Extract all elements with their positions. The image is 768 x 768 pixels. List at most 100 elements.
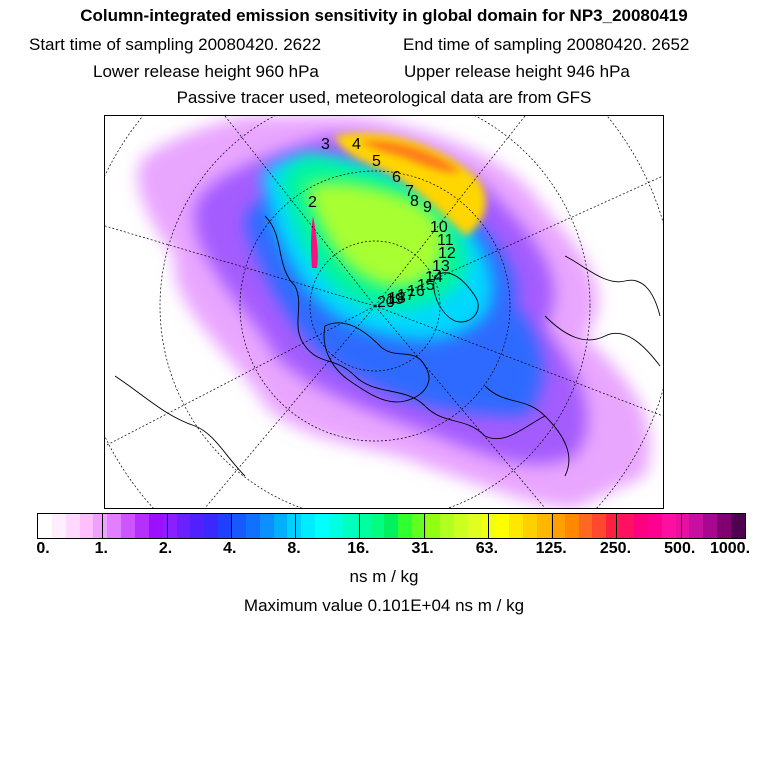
lower-height-label: Lower release height 960 hPa	[93, 62, 319, 81]
colorbar-segment	[453, 514, 468, 538]
traj-label-14: 14	[425, 269, 443, 286]
traj-label-15: 15	[417, 277, 435, 294]
colorbar-segment	[439, 514, 454, 538]
colorbar-segment	[495, 514, 510, 538]
upper-height-label: Upper release height 946 hPa	[404, 62, 630, 81]
colorbar-segment	[467, 514, 482, 538]
colorbar-segment	[730, 514, 745, 538]
colorbar-tick-labels: 0. 1. 2. 4. 8. 16. 31. 63. 125. 250. 500. 1000.	[0, 540, 768, 560]
colorbar-segment	[398, 514, 413, 538]
colorbar-divider	[680, 514, 682, 538]
start-time-label: Start time of sampling 20080420. 2622	[29, 35, 322, 54]
colorbar-segment	[51, 514, 66, 538]
traj-label-17: 17	[397, 287, 415, 304]
colorbar-divider	[616, 514, 618, 538]
colorbar-segment	[384, 514, 399, 538]
colorbar-segment	[65, 514, 80, 538]
colorbar-segment	[218, 514, 233, 538]
colorbar-segment	[717, 514, 731, 538]
colorbar-segment	[647, 514, 662, 538]
colorbar-segment	[592, 514, 607, 538]
colorbar-segment	[675, 514, 690, 538]
colorbar-segment	[342, 514, 357, 538]
colorbar-segment	[38, 514, 52, 538]
colorbar-segment	[121, 514, 136, 538]
colorbar-segment	[273, 514, 288, 538]
colorbar-segment	[232, 514, 246, 538]
colorbar-divider	[487, 514, 489, 538]
colorbar-tick-label: 16.	[347, 540, 370, 557]
trajectory-labels: 2 3 4 5 6 7 8 9 10 11 12 13 14 15 16 17 …	[308, 136, 456, 311]
colorbar-segment	[661, 514, 676, 538]
colorbar-segment	[245, 514, 260, 538]
traj-label-2: 2	[308, 194, 317, 211]
colorbar-segment	[204, 514, 219, 538]
colorbar-tick-label: 0.	[36, 540, 50, 557]
traj-label-12: 12	[438, 245, 456, 262]
colorbar-tick-label: 125.	[535, 540, 567, 557]
coastlines	[114, 215, 661, 477]
colorbar-divider	[423, 514, 425, 538]
traj-label-7: 7	[405, 183, 414, 200]
sensitivity-map: 2 3 4 5 6 7 8 9 10 11 12 13 14 15 16 17 …	[104, 115, 664, 509]
colorbar-segment	[135, 514, 149, 538]
colorbar-tick-label: 500.	[664, 540, 696, 557]
colorbar-segment	[148, 514, 163, 538]
colorbar-segment	[606, 514, 621, 538]
traj-label-19: 19	[386, 291, 404, 308]
colorbar-divider	[102, 514, 104, 538]
colorbar-tick-label: 63.	[475, 540, 499, 557]
colorbar-tick-label: 1.	[94, 540, 108, 557]
traj-label-4: 4	[352, 136, 361, 153]
colorbar-segment	[287, 514, 302, 538]
colorbar-tick-label: 4.	[223, 540, 237, 557]
traj-label-18: 18	[388, 290, 406, 307]
map-canvas: 2 3 4 5 6 7 8 9 10 11 12 13 14 15 16 17 …	[105, 116, 663, 508]
colorbar-segment	[620, 514, 634, 538]
colorbar-segment	[370, 514, 385, 538]
colorbar-tick-label: 250.	[599, 540, 632, 557]
traj-label-9: 9	[423, 199, 432, 216]
colorbar-segment	[315, 514, 330, 538]
colorbar-segment	[523, 514, 537, 538]
colorbar-divider	[166, 514, 168, 538]
traj-label-11: 11	[437, 232, 454, 249]
colorbar-segment	[162, 514, 177, 538]
colorbar-segment	[536, 514, 551, 538]
traj-label-13: 13	[432, 258, 450, 275]
plot-title: Column-integrated emission sensitivity i…	[80, 6, 688, 25]
colorbar-tick-label: 1000.	[709, 540, 751, 557]
colorbar-segment	[107, 514, 122, 538]
colorbar-divider	[359, 514, 361, 538]
end-time-label: End time of sampling 20080420. 2652	[403, 35, 690, 54]
colorbar-segment	[259, 514, 274, 538]
colorbar-tick-label: 8.	[287, 540, 301, 557]
traj-label-3: 3	[321, 136, 330, 153]
traj-label-5: 5	[372, 153, 381, 170]
colorbar-unit: ns m / kg	[349, 567, 419, 586]
max-value-label: Maximum value 0.101E+04 ns m / kg	[243, 596, 525, 615]
tracer-note: Passive tracer used, meteorological data…	[176, 88, 592, 107]
traj-label-8: 8	[410, 193, 419, 210]
colorbar-segment	[578, 514, 593, 538]
colorbar-segment	[301, 514, 316, 538]
colorbar-segment	[633, 514, 648, 538]
colorbar-divider	[230, 514, 232, 538]
traj-label-20: 20	[377, 294, 395, 311]
colorbar-divider	[295, 514, 297, 538]
colorbar-tick-label: 2.	[158, 540, 173, 557]
colorbar-segment	[703, 514, 718, 538]
colorbar-segment	[329, 514, 343, 538]
colorbar-segment	[412, 514, 427, 538]
colorbar-segment	[93, 514, 108, 538]
colorbar-segment	[564, 514, 579, 538]
colorbar	[37, 513, 746, 539]
colorbar-segment	[509, 514, 524, 538]
colorbar-segment	[190, 514, 205, 538]
colorbar-segment	[79, 514, 94, 538]
colorbar-segment	[426, 514, 440, 538]
colorbar-tick-label: 31.	[411, 540, 434, 557]
traj-label-16: 16	[407, 283, 425, 300]
traj-label-6: 6	[392, 169, 401, 186]
colorbar-segment	[550, 514, 565, 538]
